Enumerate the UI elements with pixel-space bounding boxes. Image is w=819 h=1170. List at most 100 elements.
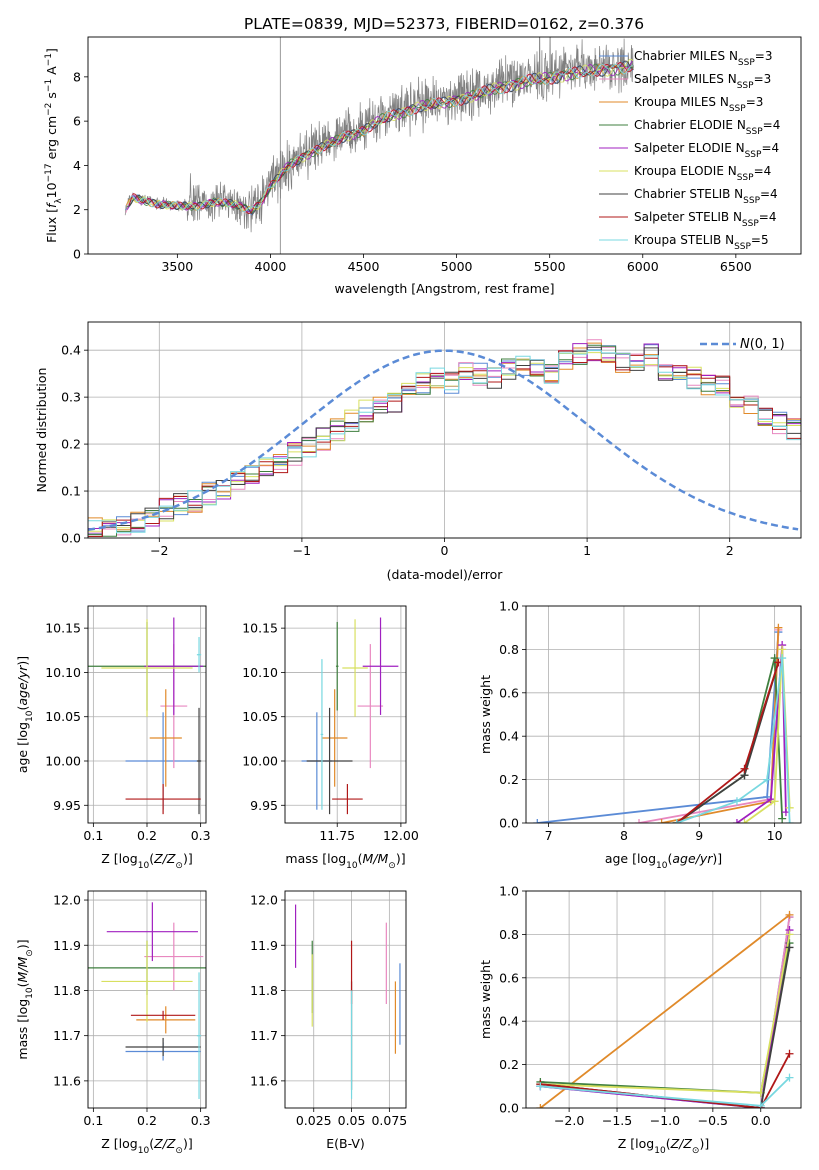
weight-line: [539, 914, 791, 1108]
plot-area: [124, 37, 634, 254]
tick-label-y: 10.10: [242, 665, 278, 680]
tick-label-y: 0.4: [499, 729, 519, 744]
tick-label-x: −2: [150, 543, 168, 558]
weight-marker: [756, 1101, 765, 1108]
weight-marker: [740, 819, 749, 823]
tick-label-y: 11.8: [53, 983, 81, 998]
weight-line: [736, 645, 787, 823]
legend-label: Kroupa MILES NSSP=3: [634, 95, 763, 114]
tick-label-y: 0.4: [499, 1014, 519, 1029]
tick-label-y: 0.2: [499, 772, 519, 787]
weight-line: [676, 657, 784, 823]
panel-age-vs-mass: 11.75 12.00 9.95 10.00 10.05 10.10 10.15 mass […: [242, 605, 419, 871]
tick-label-x: −0.5: [698, 1113, 728, 1128]
tick-label-y: 12.0: [53, 893, 81, 908]
x-axis-label: Z [log10(Z/Z⊙)]: [101, 1136, 192, 1156]
tick-label-y: 0.4: [61, 343, 81, 358]
tick-label-x: −1.0: [650, 1113, 680, 1128]
legend-label: Kroupa ELODIE NSSP=4: [634, 164, 771, 183]
weight-line: [676, 662, 780, 823]
tick-label-x: 9: [695, 828, 703, 843]
model-line: [125, 61, 634, 216]
tick-label-x: 0.075: [371, 1113, 407, 1128]
tick-label-y: 0: [73, 247, 81, 262]
tick-label-y: 10.05: [45, 709, 81, 724]
histogram-step: [88, 350, 801, 538]
tick-label-x: 4500: [348, 259, 380, 274]
tick-label-y: 10.00: [242, 754, 278, 769]
axes-frame: [87, 605, 207, 824]
tick-label-y: 8: [73, 69, 81, 84]
tick-label-y: 0.6: [499, 970, 519, 985]
tick-label-y: 12.0: [250, 893, 278, 908]
tick-label-x: −1: [293, 543, 311, 558]
weight-marker: [785, 910, 794, 919]
tick-label-x: 0.3: [191, 828, 211, 843]
y-axis-label: mass [log10(M/M⊙)]: [15, 939, 35, 1059]
tick-label-x: 6500: [720, 259, 752, 274]
tick-label-y: 1.0: [499, 884, 519, 899]
y-axis-label: age [log10(age/yr)]: [15, 656, 35, 773]
tick-label-x: 0.2: [137, 1113, 157, 1128]
weight-marker: [732, 819, 741, 823]
tick-label-y: 11.7: [53, 1028, 81, 1043]
weight-marker: [778, 645, 787, 654]
figure-title: PLATE=0839, MJD=52373, FIBERID=0162, z=0…: [244, 15, 644, 33]
plot-area: [88, 617, 206, 815]
tick-label-x: 0.2: [137, 828, 157, 843]
axes-frame: [284, 890, 407, 1109]
tick-label-y: 1.0: [499, 599, 519, 614]
tick-label-y: 4: [73, 158, 81, 173]
legend-label: Salpeter STELIB NSSP=4: [634, 210, 776, 229]
tick-label-y: 11.9: [53, 938, 81, 953]
tick-label-y: 11.7: [250, 1028, 278, 1043]
tick-label-x: 2: [726, 543, 734, 558]
axes-frame: [284, 605, 407, 824]
tick-label-y: 2: [73, 202, 81, 217]
tick-label-y: 9.95: [250, 798, 278, 813]
tick-label-y: 11.6: [53, 1073, 81, 1088]
tick-label-x: 3500: [161, 259, 193, 274]
plot-area: [88, 339, 801, 538]
tick-label-y: 10.15: [45, 621, 81, 636]
tick-label-x: 8: [620, 828, 628, 843]
tick-label-y: 0.0: [499, 816, 519, 831]
y-axis-label: mass weight: [478, 960, 493, 1039]
model-line: [128, 60, 634, 215]
tick-label-y: 0.8: [499, 642, 519, 657]
legend-label: Salpeter MILES NSSP=3: [634, 72, 771, 91]
axes-frame: [525, 890, 802, 1109]
weight-marker: [785, 930, 794, 939]
histogram-step: [88, 343, 801, 538]
x-axis-label: E(B-V): [326, 1136, 365, 1151]
tick-label-y: 6: [73, 114, 81, 129]
tick-label-x: 0.1: [83, 828, 103, 843]
plot-area: [536, 910, 794, 1108]
tick-label-x: −1.5: [602, 1113, 632, 1128]
weight-marker: [785, 1073, 794, 1082]
tick-label-x: 4000: [255, 259, 287, 274]
plot-area: [88, 902, 206, 1099]
tick-label-y: 0.6: [499, 685, 519, 700]
tick-label-y: 0.8: [499, 927, 519, 942]
axes-frame: [525, 605, 802, 824]
tick-label-y: 0.3: [61, 390, 81, 405]
tick-label-y: 0.0: [61, 531, 81, 546]
tick-label-x: 0.05: [338, 1113, 366, 1128]
tick-label-x: 1: [583, 543, 591, 558]
weight-marker: [672, 819, 681, 823]
tick-label-x: 0: [441, 543, 449, 558]
weight-line: [661, 627, 780, 823]
tick-label-x: 11.75: [319, 828, 355, 843]
weight-marker: [778, 814, 787, 823]
axes-frame: [87, 36, 802, 255]
x-axis-label: Z [log10(Z/Z⊙)]: [618, 1136, 709, 1156]
model-line: [125, 63, 633, 212]
model-line: [128, 62, 633, 214]
legend-label: Chabrier ELODIE NSSP=4: [634, 118, 780, 137]
weight-marker: [740, 764, 749, 773]
weight-marker: [635, 819, 644, 823]
weight-marker: [763, 775, 772, 784]
tick-label-y: 0.0: [499, 1101, 519, 1116]
